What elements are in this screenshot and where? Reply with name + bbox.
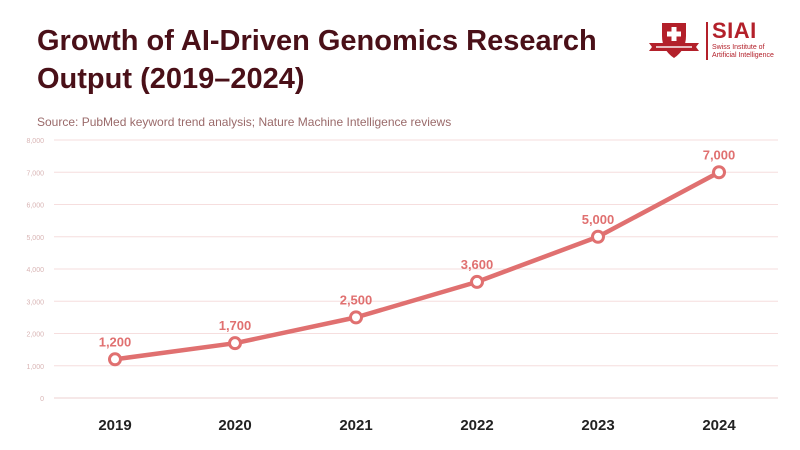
x-tick-label: 2023 [581,417,614,434]
y-tick-label: 1,000 [26,364,44,371]
logo-subtitle-line1: Swiss Institute of [712,44,765,51]
chart-title: Growth of AI-Driven Genomics Research Ou… [37,25,597,95]
series-line [112,170,722,362]
data-point [349,310,363,325]
siai-logo: SIAI Swiss Institute of Artificial Intel… [648,18,778,64]
y-tick-label: 4,000 [26,267,44,274]
y-tick-label: 2,000 [26,332,44,339]
data-label: 2,500 [340,292,373,307]
x-axis-ticks: 2019 2020 2021 2022 2023 2024 [98,417,736,434]
data-point [470,274,484,289]
y-tick-label: 6,000 [26,203,44,210]
data-label: 1,200 [99,334,132,349]
logo-divider [706,22,708,60]
logo-subtitle-line2: Artificial Intelligence [712,52,774,59]
data-label-layer: 1,200 1,700 2,500 3,600 5,000 7,000 [99,147,736,349]
x-tick-label: 2019 [98,417,131,434]
y-axis-ticks: 0 1,000 2,000 3,000 4,000 5,000 6,000 7,000 8,00… [26,138,44,403]
data-point [228,336,242,351]
y-tick-label: 5,000 [26,235,44,242]
data-label: 3,600 [461,257,494,272]
swiss-shield-icon [649,23,699,58]
data-point [591,229,605,244]
data-point [108,352,122,367]
chart-source-note: Source: PubMed keyword trend analysis; N… [37,115,452,129]
data-label: 7,000 [703,147,736,162]
logo-subtitle: Swiss Institute of Artificial Intelligen… [712,44,782,60]
y-tick-label: 3,000 [26,299,44,306]
x-tick-label: 2022 [460,417,493,434]
series-layer [108,165,726,367]
data-label: 5,000 [582,212,615,227]
data-point [712,165,726,180]
grid-layer [54,139,778,399]
x-tick-label: 2024 [702,417,736,434]
y-tick-label: 8,000 [26,138,44,145]
logo-brand: SIAI [712,18,757,43]
x-tick-label: 2020 [218,417,251,434]
data-label: 1,700 [219,318,252,333]
y-tick-label: 7,000 [26,170,44,177]
y-tick-label: 0 [40,396,44,403]
x-tick-label: 2021 [339,417,372,434]
